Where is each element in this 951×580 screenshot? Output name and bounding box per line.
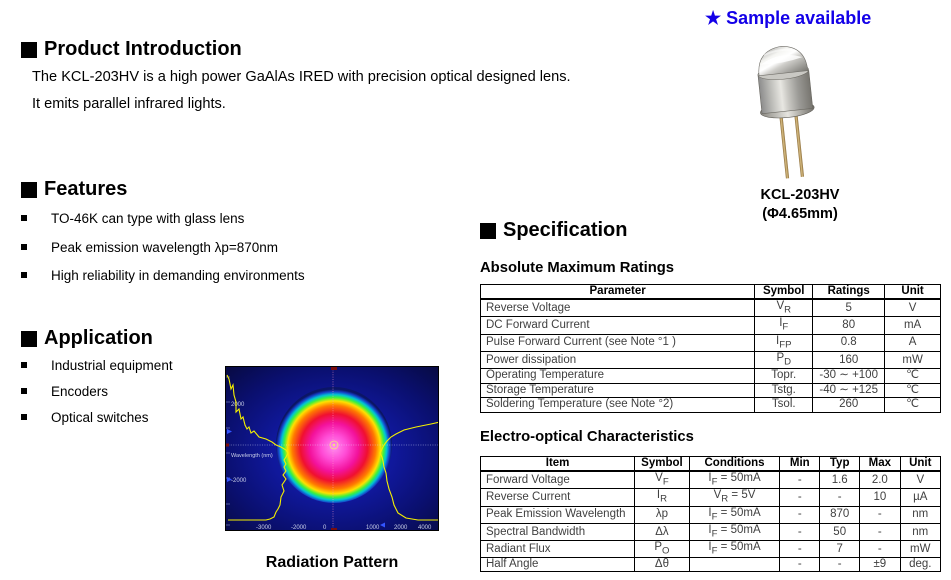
svg-text:-2000: -2000 <box>291 525 307 531</box>
svg-text:2000: 2000 <box>231 402 245 408</box>
svg-text:1000: 1000 <box>366 525 380 531</box>
svg-text:4000: 4000 <box>418 525 432 531</box>
svg-text:Wavelength (nm): Wavelength (nm) <box>231 453 273 459</box>
svg-text:-2000: -2000 <box>231 478 247 484</box>
svg-text:2000: 2000 <box>394 525 408 531</box>
svg-text:-3000: -3000 <box>256 525 272 531</box>
